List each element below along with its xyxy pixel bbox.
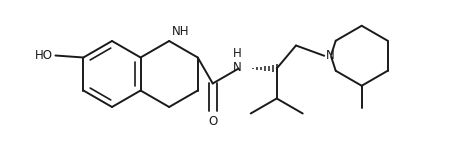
Text: N: N	[326, 49, 335, 62]
Text: O: O	[208, 116, 218, 128]
Text: HO: HO	[34, 49, 52, 62]
Text: NH: NH	[172, 25, 190, 38]
Text: N: N	[233, 61, 242, 74]
Text: H: H	[233, 47, 242, 61]
